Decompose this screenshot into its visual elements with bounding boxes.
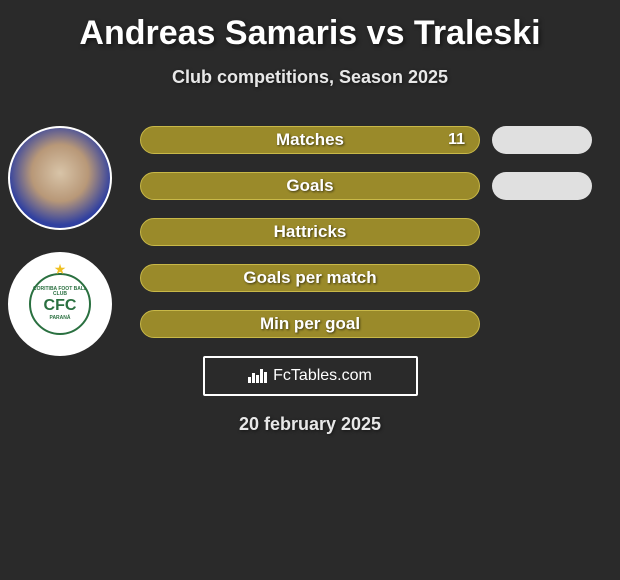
chart-icon — [248, 369, 267, 383]
content-area: ★ CORITIBA FOOT BALL CLUB CFC PARANÁ Mat… — [0, 126, 620, 435]
stat-row: Matches 11 — [140, 126, 600, 154]
stat-bar-goals: Goals — [140, 172, 480, 200]
avatar-column: ★ CORITIBA FOOT BALL CLUB CFC PARANÁ — [8, 126, 112, 356]
subtitle: Club competitions, Season 2025 — [0, 67, 620, 88]
stat-row: Goals — [140, 172, 600, 200]
page-title: Andreas Samaris vs Traleski — [0, 14, 620, 53]
stat-row: Hattricks — [140, 218, 600, 246]
stat-value: 11 — [448, 131, 465, 149]
stat-label: Goals — [286, 176, 333, 196]
stat-label: Goals per match — [243, 268, 376, 288]
stat-row: Min per goal — [140, 310, 600, 338]
player-avatar — [8, 126, 112, 230]
stat-label: Min per goal — [260, 314, 360, 334]
star-icon: ★ — [54, 261, 67, 278]
comparison-pill — [492, 172, 592, 200]
comparison-card: Andreas Samaris vs Traleski Club competi… — [0, 0, 620, 445]
stat-label: Matches — [276, 130, 344, 150]
brand-box[interactable]: FcTables.com — [203, 356, 418, 396]
stat-bar-hattricks: Hattricks — [140, 218, 480, 246]
stat-row: Goals per match — [140, 264, 600, 292]
club-avatar: ★ CORITIBA FOOT BALL CLUB CFC PARANÁ — [8, 252, 112, 356]
club-badge-top: CORITIBA FOOT BALL CLUB — [31, 287, 89, 297]
stat-bar-goals-per-match: Goals per match — [140, 264, 480, 292]
stat-rows: Matches 11 Goals Hattricks — [140, 126, 600, 338]
stat-bar-min-per-goal: Min per goal — [140, 310, 480, 338]
brand-text: FcTables.com — [273, 367, 372, 385]
club-badge-bottom: PARANÁ — [49, 315, 70, 321]
stat-label: Hattricks — [274, 222, 347, 242]
comparison-pill — [492, 126, 592, 154]
club-badge-center: CFC — [44, 297, 77, 315]
club-badge: ★ CORITIBA FOOT BALL CLUB CFC PARANÁ — [29, 273, 91, 335]
date-text: 20 february 2025 — [10, 414, 610, 435]
stat-bar-matches: Matches 11 — [140, 126, 480, 154]
